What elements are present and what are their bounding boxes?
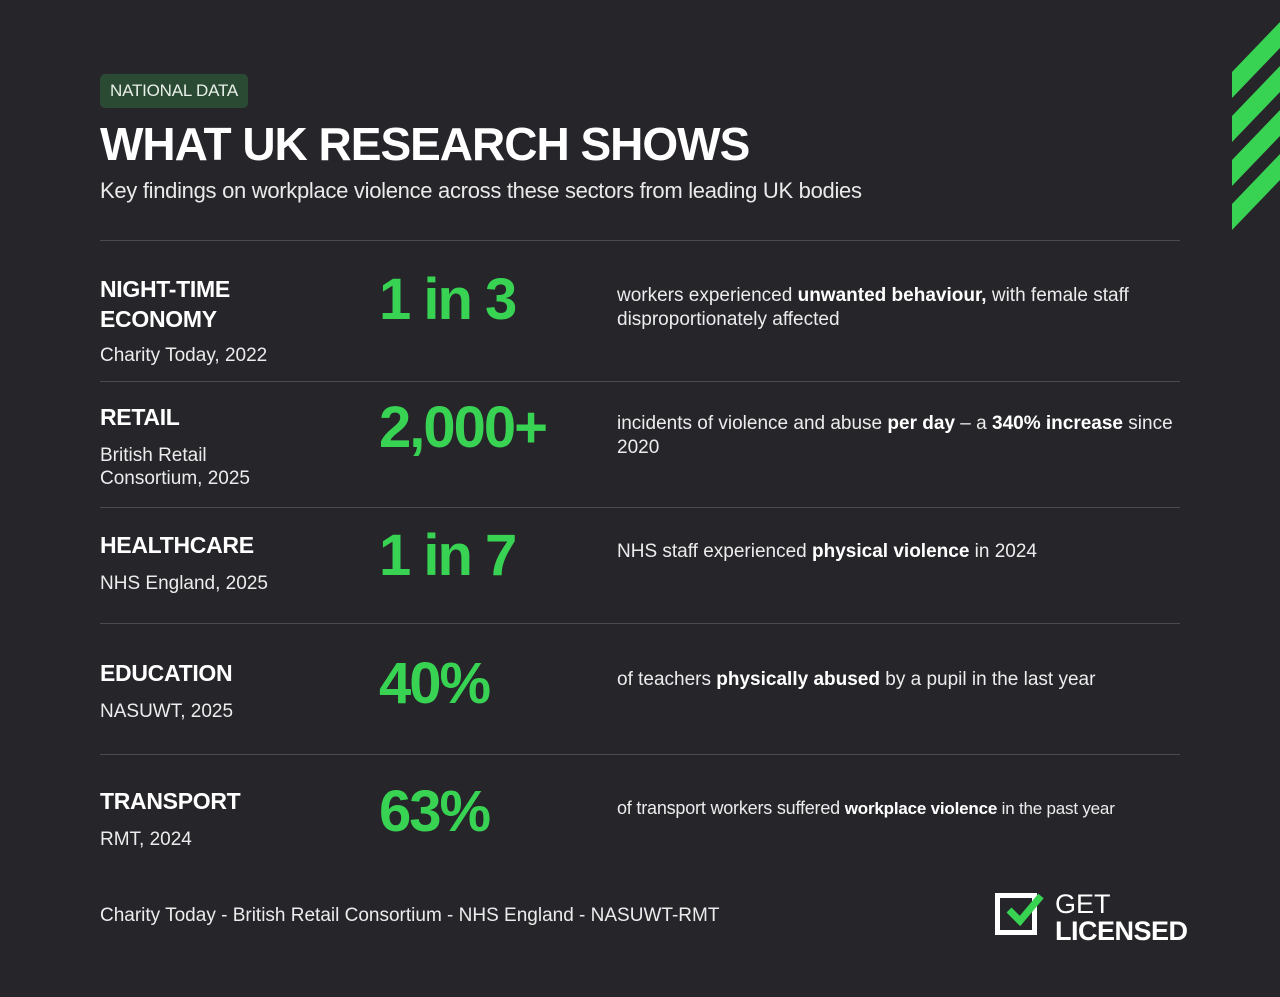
get-licensed-logo: GET LICENSED [995,889,1188,946]
source-label: RMT, 2024 [100,829,192,850]
sector-label: NIGHT-TIME ECONOMY [100,276,230,332]
sector-label: EDUCATION [100,660,233,686]
source-label: NHS England, 2025 [100,573,268,594]
page-subtitle: Key findings on workplace violence acros… [100,178,862,203]
stat-value: 63% [379,779,491,844]
checkbox-check-icon [1006,893,1044,927]
divider [100,507,1180,508]
divider [100,754,1180,755]
stat-value: 1 in 7 [379,523,517,588]
stat-value: 40% [379,651,491,716]
source-label: NASUWT, 2025 [100,701,234,722]
logo-text-get: GET [1055,889,1111,919]
stat-value: 1 in 3 [379,267,517,332]
section-badge: NATIONAL DATA [100,74,249,108]
source-label: Charity Today, 2022 [100,345,268,366]
stat-description: NHS staff experienced physical violence … [617,541,1038,562]
source-label: British Retail Consortium, 2025 [100,445,250,489]
stat-description: workers experienced unwanted behaviour, … [617,285,1129,330]
sector-label: HEALTHCARE [100,532,254,558]
divider [100,240,1180,241]
divider [100,623,1180,624]
footer-sources: Charity Today - British Retail Consortiu… [100,905,720,926]
logo-text-licensed: LICENSED [1055,916,1188,946]
stat-value: 2,000+ [379,395,548,460]
stat-description: of teachers physically abused by a pupil… [617,669,1096,690]
decorative-stripes-icon [1232,22,1280,230]
divider [100,381,1180,382]
stat-description: of transport workers suffered workplace … [617,798,1115,818]
sector-label: TRANSPORT [100,788,241,814]
stat-description: incidents of violence and abuse per day … [617,413,1173,458]
checkbox-icon [995,893,1037,935]
sector-label: RETAIL [100,404,180,430]
page-title: WHAT UK RESEARCH SHOWS [100,118,750,170]
